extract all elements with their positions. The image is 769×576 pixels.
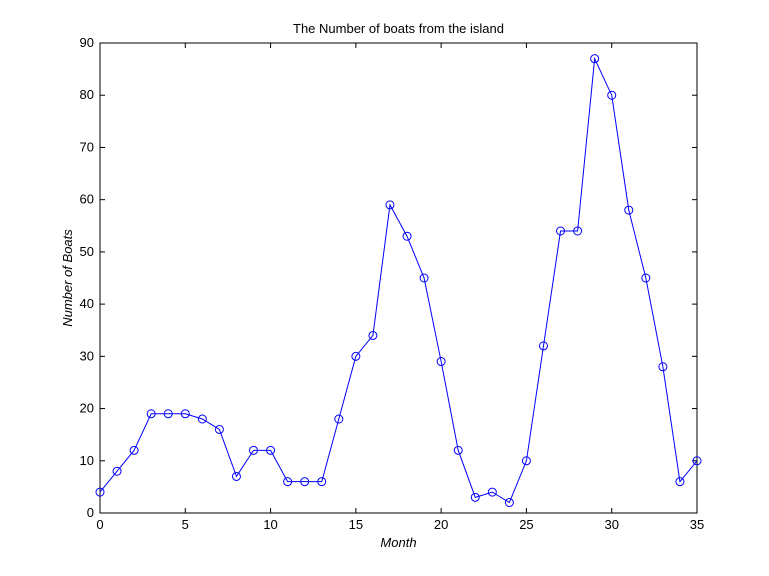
y-tick-label: 70 — [80, 139, 94, 154]
data-point — [453, 445, 463, 455]
data-point — [504, 498, 514, 508]
series-line — [99, 56, 698, 504]
data-point — [692, 456, 702, 466]
data-point — [368, 330, 378, 340]
data-point — [163, 409, 173, 419]
data-point — [538, 341, 548, 351]
data-point — [607, 90, 617, 100]
chart-title: The Number of boats from the island — [293, 21, 504, 36]
y-tick-label: 40 — [80, 296, 94, 311]
x-tick-label: 0 — [96, 517, 103, 532]
data-point — [249, 445, 259, 455]
data-point — [402, 231, 412, 241]
data-point — [351, 351, 361, 361]
data-point — [300, 477, 310, 487]
y-tick-label: 30 — [80, 348, 94, 363]
data-point — [317, 477, 327, 487]
plot-frame — [99, 42, 698, 514]
x-tick-label: 5 — [182, 517, 189, 532]
data-point — [590, 54, 600, 64]
data-point — [334, 414, 344, 424]
y-tick-label: 60 — [80, 192, 94, 207]
data-point — [658, 362, 668, 372]
x-tick-label: 10 — [263, 517, 277, 532]
data-point — [675, 477, 685, 487]
data-point — [180, 409, 190, 419]
data-point — [556, 226, 566, 236]
data-point — [214, 424, 224, 434]
x-tick-label: 20 — [434, 517, 448, 532]
data-point — [436, 357, 446, 367]
data-point — [95, 487, 105, 497]
data-point — [573, 226, 583, 236]
data-point — [641, 273, 651, 283]
y-tick-label: 90 — [80, 35, 94, 50]
data-point — [129, 445, 139, 455]
data-point — [283, 477, 293, 487]
y-tick-label: 10 — [80, 453, 94, 468]
x-tick-label: 30 — [604, 517, 618, 532]
y-tick-label: 80 — [80, 87, 94, 102]
data-point — [112, 466, 122, 476]
data-point — [197, 414, 207, 424]
x-tick-label: 35 — [690, 517, 704, 532]
data-point — [146, 409, 156, 419]
data-point — [266, 445, 276, 455]
x-tick-label: 25 — [519, 517, 533, 532]
y-tick-label: 0 — [87, 505, 94, 520]
x-tick-label: 15 — [349, 517, 363, 532]
x-axis-title: Month — [380, 535, 416, 550]
data-point — [385, 200, 395, 210]
data-point — [470, 492, 480, 502]
data-point — [521, 456, 531, 466]
y-tick-label: 20 — [80, 401, 94, 416]
y-tick-label: 50 — [80, 244, 94, 259]
data-point — [487, 487, 497, 497]
data-point — [624, 205, 634, 215]
data-point — [231, 471, 241, 481]
plot-area: 0 5 10 15 20 25 30 35 0 10 20 30 40 50 60 70 80 90 — [80, 35, 705, 532]
y-axis-title: Number of Boats — [60, 229, 75, 327]
data-point — [419, 273, 429, 283]
